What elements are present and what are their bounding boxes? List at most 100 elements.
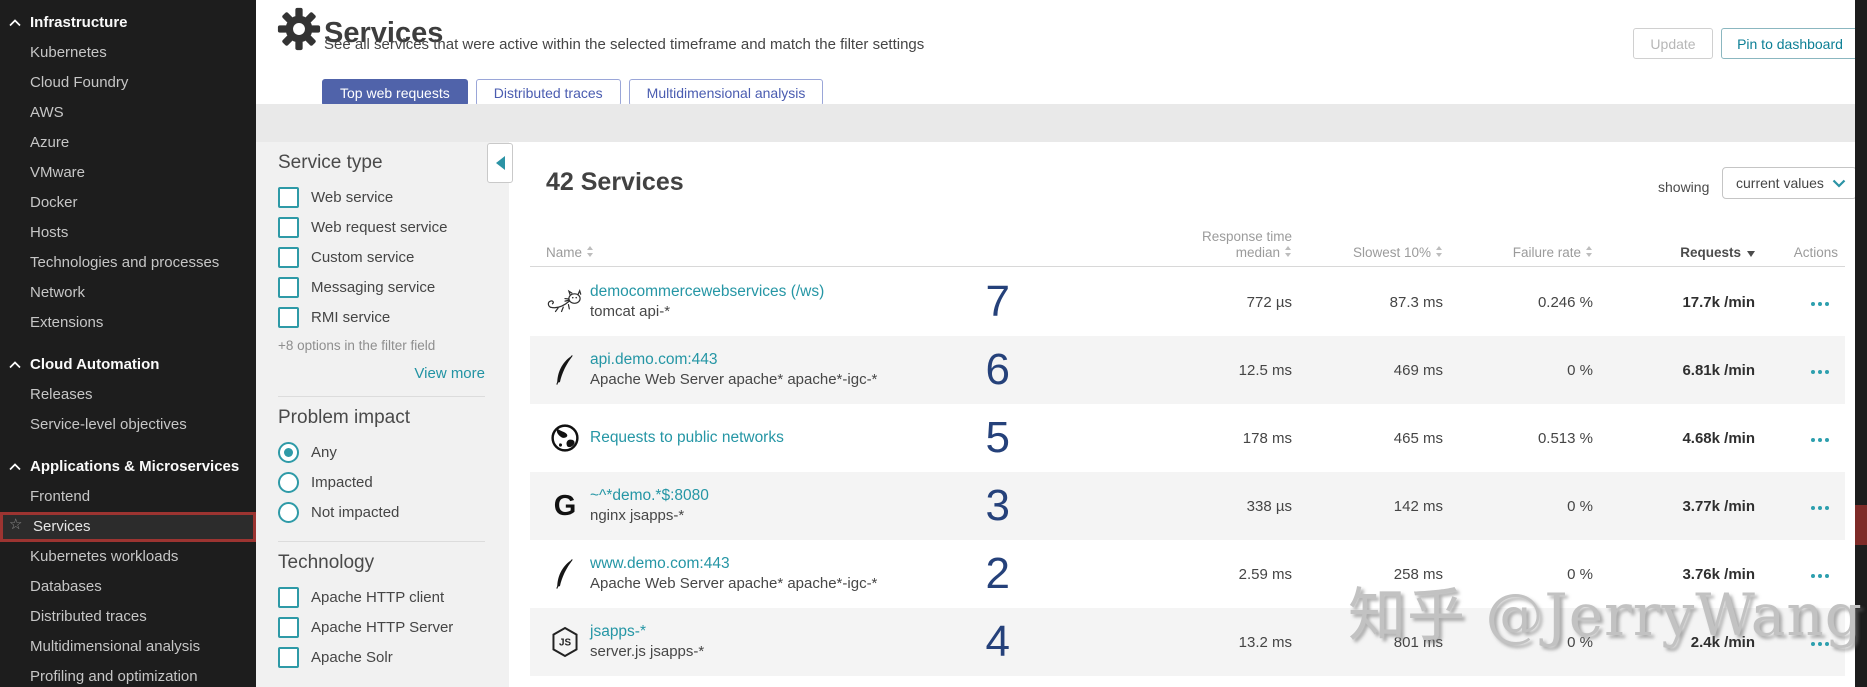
option-label: Apache HTTP Server <box>311 618 454 636</box>
failure-rate-value: 0 % <box>1567 633 1593 651</box>
row-actions-button[interactable] <box>1755 429 1838 447</box>
radio-option-not-impacted[interactable]: Not impacted <box>278 497 485 527</box>
checkbox-icon[interactable] <box>278 586 299 608</box>
services-table-body: democommercewebservices (/ws) tomcat api-… <box>530 268 1845 676</box>
sidebar-item-kubernetes[interactable]: Kubernetes <box>0 38 256 68</box>
checkbox-option-apache-http-client[interactable]: Apache HTTP client <box>278 582 485 612</box>
column-header-response-time-median[interactable]: Response time median <box>1201 229 1292 260</box>
requests-value: 3.76k /min <box>1682 565 1755 583</box>
service-link[interactable]: www.demo.com:443 <box>590 555 730 572</box>
sidebar-item-multidimensional-analysis[interactable]: Multidimensional analysis <box>0 632 256 662</box>
sidebar-item-extensions[interactable]: Extensions <box>0 308 256 338</box>
row-actions-button[interactable] <box>1755 565 1838 583</box>
radio-option-impacted[interactable]: Impacted <box>278 467 485 497</box>
service-name-cell: G ~^*demo.*$:8080 nginx jsapps-* <box>546 486 906 526</box>
sidebar-item-databases[interactable]: Databases <box>0 572 256 602</box>
radio-option-any[interactable]: Any <box>278 437 485 467</box>
sidebar-item-releases[interactable]: Releases <box>0 380 256 410</box>
sidebar-item-cloud-foundry[interactable]: Cloud Foundry <box>0 68 256 98</box>
sidebar-item-docker[interactable]: Docker <box>0 188 256 218</box>
pin-to-dashboard-button[interactable]: Pin to dashboard <box>1721 28 1859 59</box>
table-row: api.demo.com:443 Apache Web Server apache… <box>530 336 1845 404</box>
page-title: Services <box>324 17 444 50</box>
sidebar-item-technologies-and-processes[interactable]: Technologies and processes <box>0 248 256 278</box>
sidebar-section-cloud-automation[interactable]: Cloud Automation <box>0 350 256 380</box>
sidebar-item-network[interactable]: Network <box>0 278 256 308</box>
service-link[interactable]: jsapps-* <box>590 623 646 640</box>
update-button[interactable]: Update <box>1633 28 1713 59</box>
tab-multidimensional-analysis[interactable]: Multidimensional analysis <box>628 79 824 106</box>
row-actions-button[interactable] <box>1755 633 1838 651</box>
sort-icon <box>1436 246 1443 257</box>
showing-mode-dropdown[interactable]: current values <box>1722 167 1857 199</box>
sidebar-section-infrastructure[interactable]: Infrastructure <box>0 8 256 38</box>
checkbox-option-messaging-service[interactable]: Messaging service <box>278 272 485 302</box>
sort-icon <box>1586 246 1593 257</box>
sidebar-item-kubernetes-workloads[interactable]: Kubernetes workloads <box>0 542 256 572</box>
checkbox-icon[interactable] <box>278 646 299 668</box>
checkbox-option-apache-http-server[interactable]: Apache HTTP Server <box>278 612 485 642</box>
checkbox-icon[interactable] <box>278 616 299 638</box>
sidebar-item-vmware[interactable]: VMware <box>0 158 256 188</box>
column-header-failure-rate[interactable]: Failure rate <box>1443 245 1593 266</box>
sidebar-item-hosts[interactable]: Hosts <box>0 218 256 248</box>
response-time-median-value: 13.2 ms <box>1238 633 1292 651</box>
option-label: Not impacted <box>311 503 400 521</box>
sidebar-item-label: Services <box>33 518 91 535</box>
checkbox-option-apache-solr[interactable]: Apache Solr <box>278 642 485 672</box>
favorite-star-icon[interactable]: ☆ <box>9 516 23 533</box>
table-row: Requests to public networks 5 178 ms 465 ms… <box>530 404 1845 472</box>
service-technology: tomcat api-* <box>590 303 671 320</box>
view-more-link[interactable]: View more <box>414 365 485 382</box>
option-label: Web request service <box>311 218 448 236</box>
service-count-value: 2 <box>985 549 1010 598</box>
svg-text:JS: JS <box>559 638 571 649</box>
chevron-down-icon <box>1832 179 1846 188</box>
column-header-name[interactable]: Name <box>546 245 906 266</box>
response-time-median-value: 2.59 ms <box>1238 565 1292 583</box>
sidebar-item-services[interactable]: ☆ Services <box>0 512 256 542</box>
sidebar-section-applications-microservices[interactable]: Applications & Microservices <box>0 452 256 482</box>
failure-rate-value: 0 % <box>1567 361 1593 379</box>
scroll-position-marker <box>1855 505 1867 545</box>
row-actions-button[interactable] <box>1755 497 1838 515</box>
checkbox-option-web-request-service[interactable]: Web request service <box>278 212 485 242</box>
row-actions-button[interactable] <box>1755 361 1838 379</box>
ellipsis-icon <box>1809 429 1830 447</box>
checkbox-icon[interactable] <box>278 246 299 268</box>
service-count-value: 4 <box>985 617 1010 666</box>
checkbox-icon[interactable] <box>278 276 299 298</box>
service-name-cell: Requests to public networks <box>546 423 906 453</box>
row-actions-button[interactable] <box>1755 293 1838 311</box>
checkbox-option-rmi-service[interactable]: RMI service <box>278 302 485 332</box>
sidebar-item-aws[interactable]: AWS <box>0 98 256 128</box>
service-link[interactable]: ~^*demo.*$:8080 <box>590 487 709 504</box>
checkbox-option-custom-service[interactable]: Custom service <box>278 242 485 272</box>
column-header-slowest-10[interactable]: Slowest 10% <box>1292 245 1443 266</box>
checkbox-icon[interactable] <box>278 186 299 208</box>
checkbox-icon[interactable] <box>278 306 299 328</box>
checkbox-icon[interactable] <box>278 216 299 238</box>
response-time-median-value: 178 ms <box>1242 429 1292 447</box>
sidebar-item-distributed-traces[interactable]: Distributed traces <box>0 602 256 632</box>
tab-distributed-traces[interactable]: Distributed traces <box>475 79 621 106</box>
filter-collapse-button[interactable] <box>487 143 513 183</box>
radio-icon[interactable] <box>278 501 299 523</box>
tab-top-web-requests[interactable]: Top web requests <box>322 79 468 106</box>
sidebar-item-profiling-and-optimization[interactable]: Profiling and optimization <box>0 662 256 687</box>
radio-icon[interactable] <box>278 471 299 493</box>
sidebar-section-label: Infrastructure <box>30 14 128 31</box>
sidebar-item-azure[interactable]: Azure <box>0 128 256 158</box>
sidebar-item-frontend[interactable]: Frontend <box>0 482 256 512</box>
checkbox-option-web-service[interactable]: Web service <box>278 182 485 212</box>
service-link[interactable]: Requests to public networks <box>590 429 784 446</box>
service-link[interactable]: api.demo.com:443 <box>590 351 718 368</box>
sidebar-item-service-level-objectives[interactable]: Service-level objectives <box>0 410 256 440</box>
service-type-heading: Service type <box>278 152 383 173</box>
service-count-value: 6 <box>985 345 1010 394</box>
radio-icon[interactable] <box>278 441 299 463</box>
service-link[interactable]: democommercewebservices (/ws) <box>590 283 825 300</box>
service-name-cell: JS jsapps-* server.js jsapps-* <box>546 622 906 662</box>
column-header-requests[interactable]: Requests <box>1593 245 1755 266</box>
